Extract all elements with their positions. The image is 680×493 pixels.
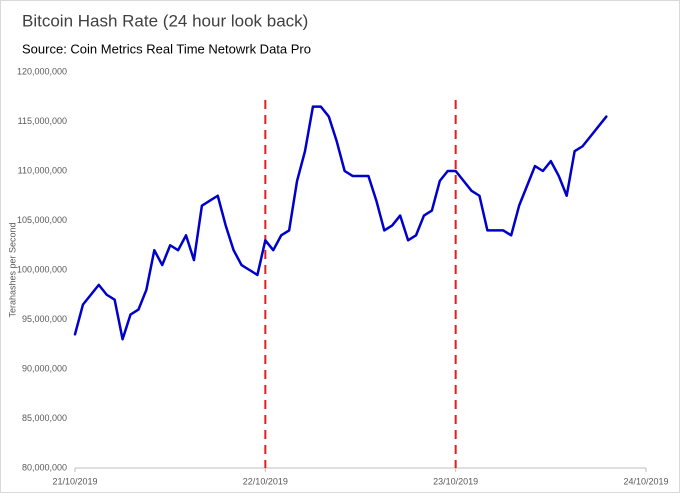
- y-tick-label: 120,000,000: [17, 66, 67, 76]
- x-tick-label: 24/10/2019: [623, 476, 668, 486]
- data-line: [73, 105, 608, 341]
- y-axis-label: Terahashes per Second: [7, 222, 17, 317]
- y-tick-label: 105,000,000: [17, 215, 67, 225]
- y-tick-label: 100,000,000: [17, 264, 67, 274]
- chart-subtitle: Source: Coin Metrics Real Time Netowrk D…: [22, 41, 311, 56]
- chart-title: Bitcoin Hash Rate (24 hour look back): [22, 11, 308, 30]
- y-tick-label: 85,000,000: [22, 413, 67, 423]
- y-tick-label: 80,000,000: [22, 462, 67, 472]
- x-tick-label: 21/10/2019: [52, 476, 97, 486]
- x-tick-label: 23/10/2019: [433, 476, 478, 486]
- y-tick-label: 115,000,000: [18, 116, 67, 126]
- y-tick-label: 95,000,000: [22, 314, 67, 324]
- x-tick-label: 22/10/2019: [243, 476, 288, 486]
- y-tick-label: 90,000,000: [22, 363, 67, 373]
- y-tick-label: 110,000,000: [18, 165, 67, 175]
